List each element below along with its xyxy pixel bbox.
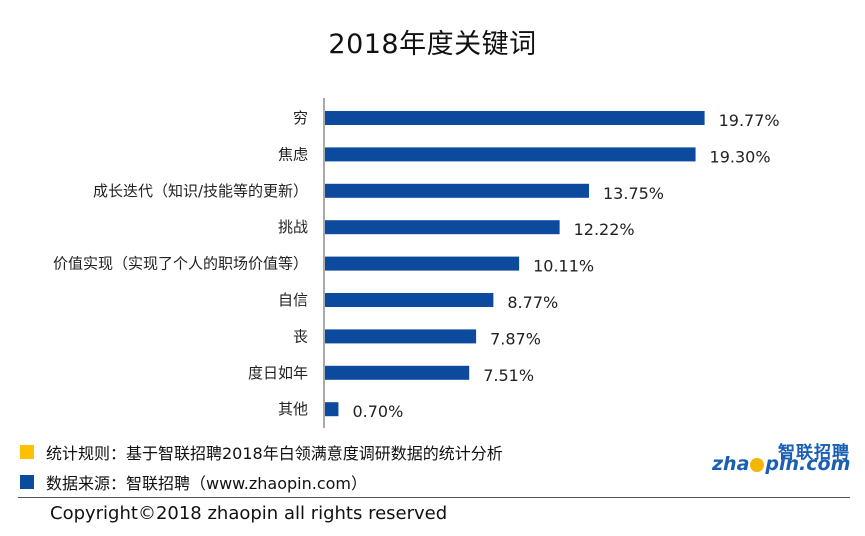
category-label: 成长迭代（知识/技能等的更新）	[93, 182, 308, 200]
bar	[325, 365, 470, 380]
bar	[325, 293, 494, 307]
bar	[325, 147, 696, 162]
logo-en-text: zha pin.com	[712, 453, 851, 475]
copyright-text: Copyright©2018 zhaopin all rights reserv…	[50, 503, 448, 524]
statistics-rule-text: 统计规则：基于智联招聘2018年白领满意度调研数据的统计分析	[46, 444, 503, 463]
category-label: 穷	[293, 109, 308, 127]
data-source-text: 数据来源：智联招聘（www.zhaopin.com）	[46, 474, 368, 493]
category-label: 挑战	[278, 218, 308, 236]
category-label: 自信	[278, 291, 308, 309]
bar	[325, 111, 705, 125]
value-label: 7.51%	[483, 366, 534, 385]
value-label: 10.11%	[533, 257, 594, 276]
category-label: 丧	[293, 327, 308, 345]
yellow-square-icon	[20, 445, 34, 459]
category-label: 其他	[278, 400, 308, 418]
bar	[325, 220, 560, 235]
value-label: 19.30%	[710, 147, 771, 166]
statistics-rule-note: 统计规则：基于智联招聘2018年白领满意度调研数据的统计分析	[20, 440, 503, 464]
value-label: 8.77%	[507, 293, 558, 312]
bar	[325, 402, 339, 417]
value-label: 12.22%	[574, 220, 635, 239]
zhaopin-logo: 智联招聘 zha pin.com	[712, 440, 852, 476]
logo-o-icon	[750, 457, 765, 472]
logo-cn-text: 智联招聘	[778, 443, 850, 463]
category-label: 度日如年	[248, 364, 308, 382]
category-label: 价值实现（实现了个人的职场价值等）	[53, 255, 308, 273]
footer-divider	[18, 497, 850, 498]
bar	[325, 329, 477, 344]
blue-square-icon	[20, 475, 34, 489]
data-source-note: 数据来源：智联招聘（www.zhaopin.com）	[20, 470, 367, 494]
bar-chart: 穷 19.77% 焦虑 19.30% 成长迭代（知识/技能等的更新） 13.75% 挑战 12…	[53, 98, 780, 428]
value-label: 7.87%	[490, 329, 541, 348]
bar	[325, 183, 589, 198]
bar	[325, 256, 520, 271]
value-label: 0.70%	[352, 402, 403, 421]
value-label: 13.75%	[603, 184, 664, 203]
value-label: 19.77%	[719, 111, 780, 130]
chart-title: 2018年度关键词	[328, 29, 537, 60]
category-label: 焦虑	[278, 145, 308, 163]
